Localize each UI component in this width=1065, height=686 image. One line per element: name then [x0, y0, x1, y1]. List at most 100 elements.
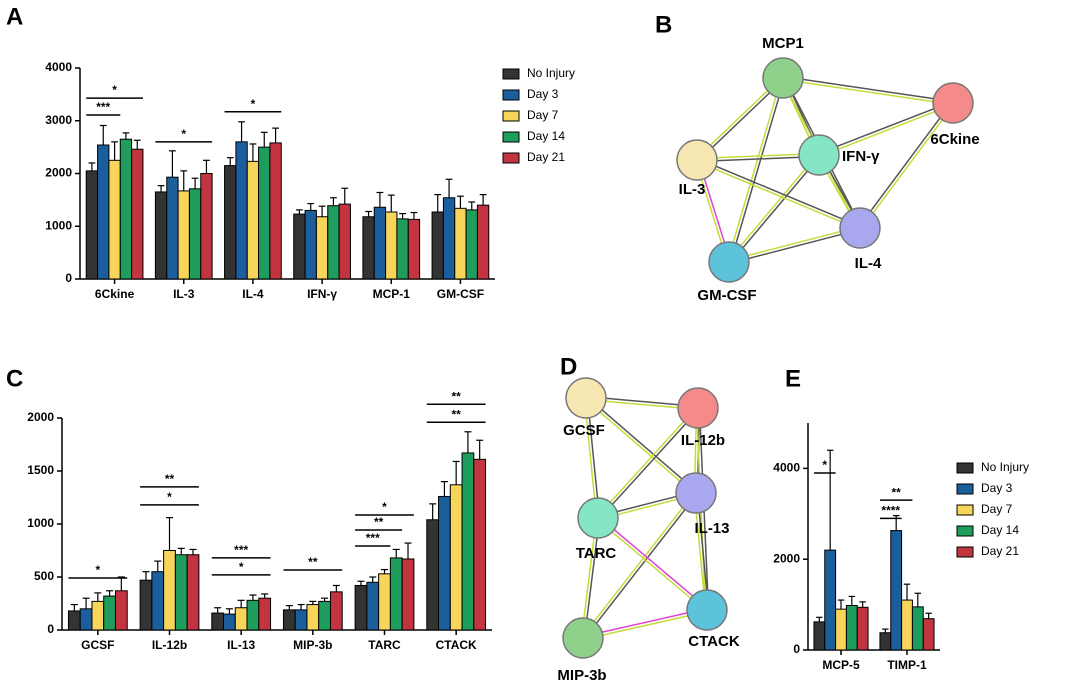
x-tick-label: IL-13 [227, 638, 255, 652]
significance-label: * [181, 127, 186, 141]
edge [728, 225, 860, 262]
bar [177, 190, 190, 280]
node [932, 82, 974, 124]
bar [890, 530, 903, 651]
node [798, 134, 840, 176]
y-tick-label: 0 [47, 622, 54, 636]
bar [223, 613, 236, 631]
bar [269, 142, 282, 280]
node-label: MIP-3b [557, 667, 606, 684]
y-tick-label: 1000 [27, 516, 54, 530]
legend-label: No Injury [527, 66, 575, 80]
bar [856, 606, 869, 651]
bar [879, 632, 892, 651]
y-tick-label: 2000 [45, 166, 72, 180]
bar [318, 600, 331, 631]
bar [293, 213, 306, 280]
node-label: GCSF [563, 422, 605, 439]
bar [188, 188, 202, 280]
x-tick-label: IL-4 [242, 287, 264, 301]
bar [91, 600, 105, 631]
bar [67, 610, 81, 631]
bar [426, 519, 440, 631]
x-tick-label: MCP-5 [822, 658, 860, 672]
significance-label: ** [892, 485, 902, 499]
bar [166, 176, 179, 280]
bar [174, 554, 188, 631]
node [839, 207, 881, 249]
bar [103, 595, 116, 631]
bar [373, 206, 387, 280]
edge [818, 100, 953, 155]
edge [596, 406, 698, 518]
legend-label: Day 21 [981, 544, 1019, 558]
significance-label: ** [165, 472, 175, 486]
node-label: IL-4 [855, 255, 882, 272]
panel-label: C [6, 365, 23, 392]
bar [465, 209, 478, 280]
bar [901, 599, 913, 651]
node-label: IL-3 [679, 181, 706, 198]
bar [835, 608, 847, 651]
bar [845, 605, 858, 651]
bar [431, 211, 444, 280]
bar [401, 558, 415, 631]
panel-label: E [785, 365, 801, 392]
legend-label: Day 21 [527, 150, 565, 164]
bar [389, 557, 403, 631]
bar [119, 138, 133, 280]
bar [97, 144, 110, 280]
bar [366, 581, 380, 631]
y-tick-label: 1000 [45, 218, 72, 232]
edge [596, 518, 707, 612]
significance-label: * [95, 563, 100, 577]
legend-label: Day 3 [981, 481, 1013, 495]
significance-label: ** [451, 389, 461, 403]
x-tick-label: TIMP-1 [887, 658, 927, 672]
node [762, 57, 804, 99]
node [577, 497, 619, 539]
edge [584, 398, 696, 495]
bar [306, 604, 320, 631]
edge [729, 78, 786, 263]
bar [338, 203, 351, 280]
node [565, 377, 607, 419]
bar [294, 609, 308, 631]
legend-label: No Injury [981, 460, 1029, 474]
bar [108, 159, 121, 280]
legend-swatch [502, 131, 520, 143]
x-tick-label: MIP-3b [293, 638, 332, 652]
edge [783, 75, 954, 103]
node [562, 617, 604, 659]
legend-swatch [502, 152, 520, 164]
bar [224, 165, 237, 280]
edge [819, 103, 954, 158]
bar [154, 191, 168, 280]
significance-label: ** [451, 407, 461, 421]
legend-swatch [956, 546, 974, 558]
legend-label: Day 7 [981, 502, 1013, 516]
x-tick-label: GM-CSF [437, 287, 484, 301]
bar [85, 170, 99, 280]
bar [79, 608, 93, 631]
y-tick-label: 0 [65, 271, 72, 285]
significance-label: * [112, 83, 117, 97]
significance-label: * [382, 500, 387, 514]
bar [186, 554, 200, 631]
legend-swatch [956, 462, 974, 474]
x-tick-label: GCSF [81, 638, 114, 652]
x-tick-label: MCP-1 [373, 287, 411, 301]
node [677, 387, 719, 429]
edge [586, 396, 698, 493]
edge [782, 78, 953, 106]
bar [354, 584, 368, 631]
edge [581, 491, 696, 638]
bar [378, 573, 391, 631]
node-label: IL-13 [694, 520, 729, 537]
y-tick-label: 1500 [27, 463, 54, 477]
x-tick-label: TARC [368, 638, 401, 652]
bar [163, 550, 176, 631]
edge [726, 77, 783, 262]
bar [211, 612, 225, 631]
bar [362, 216, 375, 280]
